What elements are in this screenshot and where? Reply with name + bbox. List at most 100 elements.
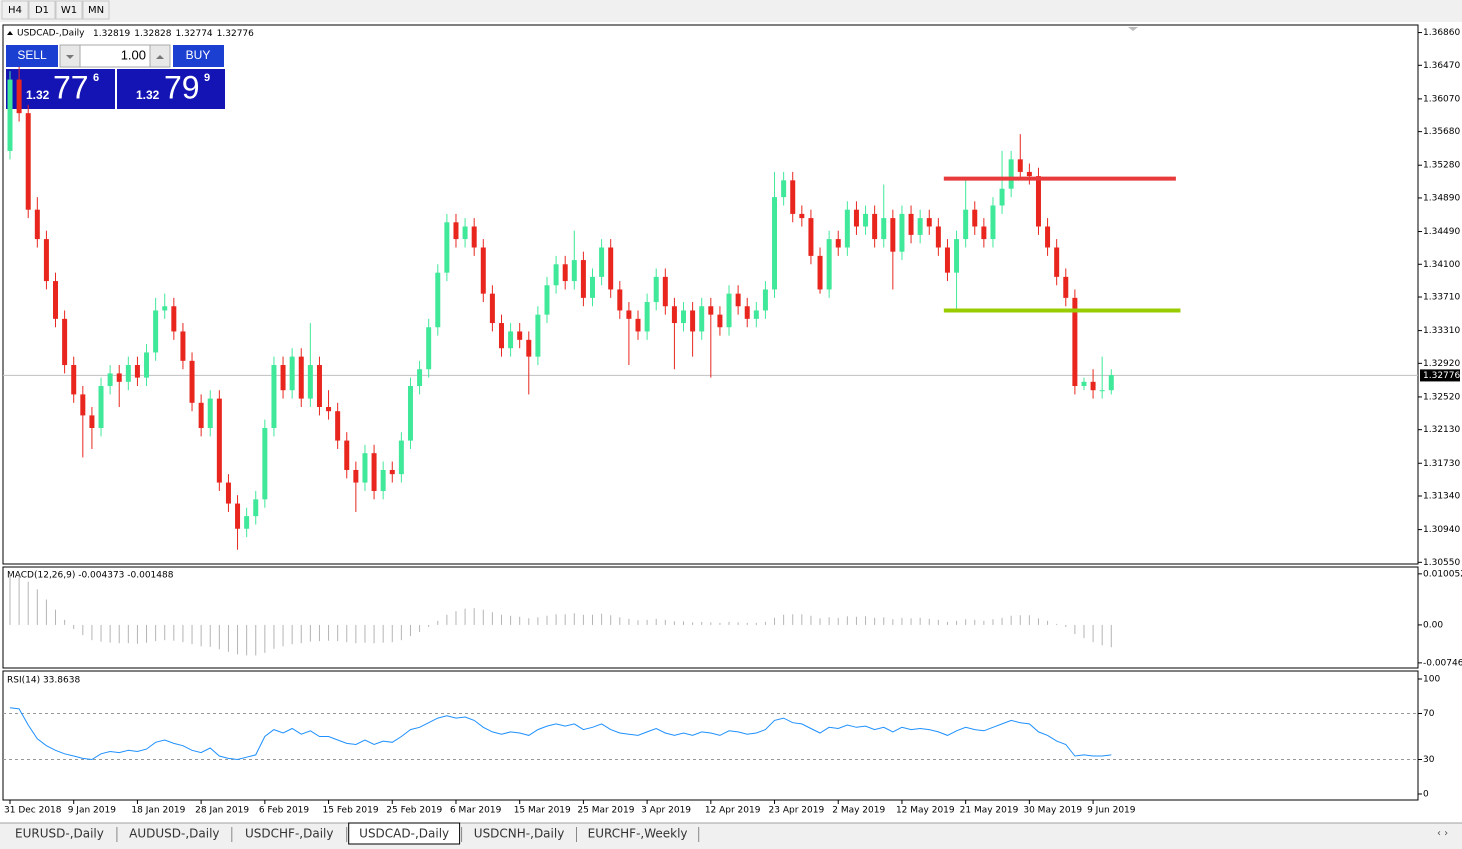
buy-price-big[interactable]: 1.32: [136, 88, 160, 102]
timeframe-button[interactable]: [1, 0, 29, 20]
candle-body: [1017, 159, 1023, 172]
sell-price-pips[interactable]: 77: [53, 69, 89, 105]
y-tick-label: 1.35280: [1423, 161, 1460, 171]
candle-body: [653, 276, 659, 303]
tab-label[interactable]: AUDUSD-,Daily: [129, 827, 219, 841]
x-tick-label: 9 Jun 2019: [1087, 806, 1136, 816]
candle-body: [599, 247, 605, 277]
candle-body: [1054, 247, 1060, 277]
candle-body: [608, 247, 614, 290]
candle-body: [171, 306, 177, 332]
candle-body: [380, 469, 386, 491]
tab-label[interactable]: USDCAD-,Daily: [359, 827, 449, 841]
y-tick-label: 0: [1423, 790, 1429, 800]
y-tick-label: 1.32920: [1423, 359, 1460, 369]
tab[interactable]: [463, 825, 575, 844]
y-tick-label: 1.36860: [1423, 28, 1460, 38]
candle-body: [125, 365, 131, 382]
candle-body: [708, 306, 714, 315]
candle-body: [25, 113, 31, 210]
lot-value[interactable]: 1.00: [121, 47, 146, 62]
timeframe-label[interactable]: MN: [88, 5, 104, 16]
x-tick-label: 9 Jan 2019: [68, 806, 116, 816]
candle-body: [990, 205, 996, 240]
tab[interactable]: [233, 825, 345, 844]
sell-price-box[interactable]: [6, 69, 115, 109]
buy-price-box[interactable]: [117, 69, 225, 109]
candle-body: [1035, 176, 1041, 227]
timeframe-label[interactable]: H4: [8, 5, 22, 16]
candle-body: [790, 180, 796, 214]
candle-body: [963, 209, 969, 240]
sell-button[interactable]: [6, 45, 58, 67]
sell-price-frac[interactable]: 6: [93, 72, 99, 84]
tab-active[interactable]: [348, 822, 461, 845]
candle-body: [34, 209, 40, 240]
y-tick-label: 1.31730: [1423, 459, 1460, 469]
candle-body: [544, 285, 550, 315]
timeframe-button[interactable]: [82, 0, 110, 20]
tab-label[interactable]: USDCHF-,Daily: [245, 827, 333, 841]
candle-body: [981, 226, 987, 240]
x-tick-label: 2 May 2019: [832, 806, 885, 816]
candle-body: [144, 352, 150, 378]
y-tick-label: 1.31340: [1423, 491, 1460, 501]
tab[interactable]: [118, 825, 230, 844]
candle-body: [699, 306, 705, 332]
timeframe-button[interactable]: [28, 0, 56, 20]
sell-label[interactable]: SELL: [17, 48, 47, 62]
buy-label[interactable]: BUY: [186, 48, 211, 62]
candle-body: [389, 469, 395, 475]
y-tick-label: 70: [1423, 709, 1435, 719]
last-price-label: 1.32776: [1423, 371, 1460, 381]
candle-body: [926, 218, 932, 227]
x-tick-label: 21 May 2019: [960, 806, 1019, 816]
y-tick-label: 1.33710: [1423, 293, 1460, 303]
candle-body: [626, 310, 632, 319]
last-price-box: [1420, 369, 1460, 382]
symbol-title: USDCAD-,Daily: [17, 29, 85, 39]
y-tick-label: 1.33310: [1423, 326, 1460, 336]
candle-body: [316, 365, 322, 408]
candle-body: [7, 79, 13, 151]
tab[interactable]: [578, 825, 697, 844]
candle-body: [589, 276, 595, 298]
candle-body: [826, 239, 832, 290]
y-tick-label: 30: [1423, 755, 1435, 765]
candle-body: [489, 293, 495, 324]
candle-body: [863, 213, 869, 227]
x-tick-label: 23 Apr 2019: [769, 806, 825, 816]
y-tick-label: 0.010052: [1423, 569, 1462, 579]
collapse-arrow: [7, 31, 13, 35]
candle-body: [89, 415, 95, 428]
candle-body: [726, 293, 732, 328]
candle-body: [453, 222, 459, 240]
x-tick-label: 25 Mar 2019: [577, 806, 634, 816]
candle-body: [844, 209, 850, 248]
buy-price-pips[interactable]: 79: [164, 69, 200, 105]
tab-label[interactable]: EURCHF-,Weekly: [588, 827, 688, 841]
tab-label[interactable]: USDCNH-,Daily: [474, 827, 565, 841]
y-tick-label: 1.32520: [1423, 392, 1460, 402]
timeframe-label[interactable]: W1: [61, 5, 77, 16]
buy-price-frac[interactable]: 9: [204, 72, 210, 84]
tab-label[interactable]: EURUSD-,Daily: [15, 827, 104, 841]
buy-button[interactable]: [173, 45, 224, 67]
candle-body: [180, 331, 186, 361]
sell-price-big[interactable]: 1.32: [26, 88, 50, 102]
candle-body: [253, 499, 259, 517]
y-tick-label: 1.34100: [1423, 260, 1460, 270]
tab[interactable]: [4, 825, 115, 844]
x-tick-label: 15 Mar 2019: [514, 806, 571, 816]
candle-body: [899, 213, 905, 252]
candle-body: [744, 306, 750, 319]
candle-body: [335, 411, 341, 441]
candle-body: [426, 327, 432, 370]
candle-body: [80, 394, 86, 416]
candle-body: [262, 427, 268, 500]
timeframe-button[interactable]: [55, 0, 83, 20]
scroll-arrows[interactable]: ‹ ›: [1437, 828, 1448, 839]
macd-panel: [2, 566, 1419, 669]
timeframe-label[interactable]: D1: [35, 5, 49, 16]
